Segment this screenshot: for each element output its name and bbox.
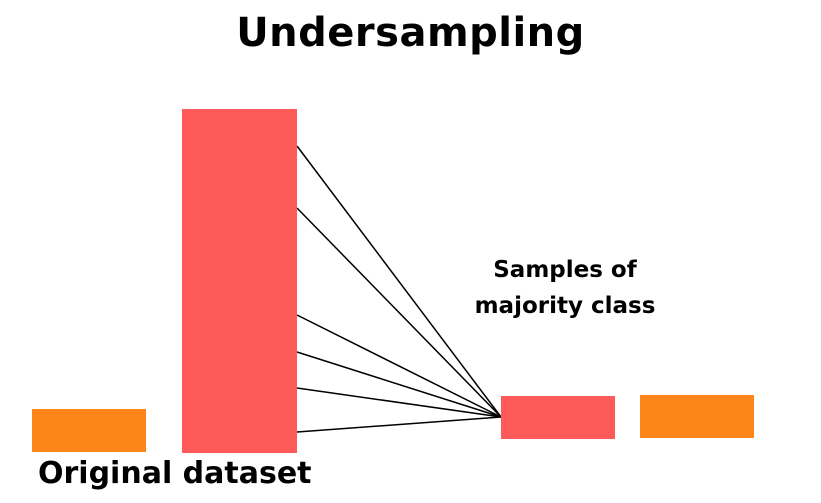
majority-samples-label: Samples of majority class	[460, 252, 670, 324]
minority-class-block-result	[640, 395, 754, 438]
connector-line	[296, 207, 502, 418]
connector-line	[296, 387, 502, 418]
diagram-title: Undersampling	[236, 10, 585, 56]
connector-line	[296, 416, 502, 433]
connector-line	[296, 314, 502, 418]
majority-samples-label-line1: Samples of	[493, 257, 637, 283]
majority-class-block-undersampled	[501, 396, 615, 439]
minority-class-block-original	[32, 409, 146, 452]
connector-line	[296, 351, 502, 418]
majority-samples-label-line2: majority class	[474, 293, 656, 319]
majority-class-block-original	[182, 109, 297, 453]
original-dataset-label: Original dataset	[38, 456, 312, 491]
connector-line	[296, 145, 502, 418]
